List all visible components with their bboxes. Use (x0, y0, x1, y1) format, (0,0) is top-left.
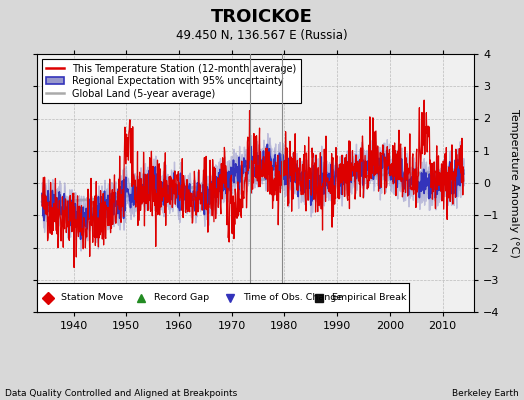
Text: Berkeley Earth: Berkeley Earth (452, 389, 519, 398)
Y-axis label: Temperature Anomaly (°C): Temperature Anomaly (°C) (509, 109, 519, 257)
Legend: This Temperature Station (12-month average), Regional Expectation with 95% uncer: This Temperature Station (12-month avera… (41, 59, 301, 104)
Text: Data Quality Controlled and Aligned at Breakpoints: Data Quality Controlled and Aligned at B… (5, 389, 237, 398)
Text: Station Move: Station Move (61, 293, 123, 302)
Text: Time of Obs. Change: Time of Obs. Change (243, 293, 342, 302)
Text: Empirical Break: Empirical Break (332, 293, 407, 302)
Text: 49.450 N, 136.567 E (Russia): 49.450 N, 136.567 E (Russia) (176, 29, 348, 42)
Text: Record Gap: Record Gap (154, 293, 209, 302)
Text: TROICKOE: TROICKOE (211, 8, 313, 26)
